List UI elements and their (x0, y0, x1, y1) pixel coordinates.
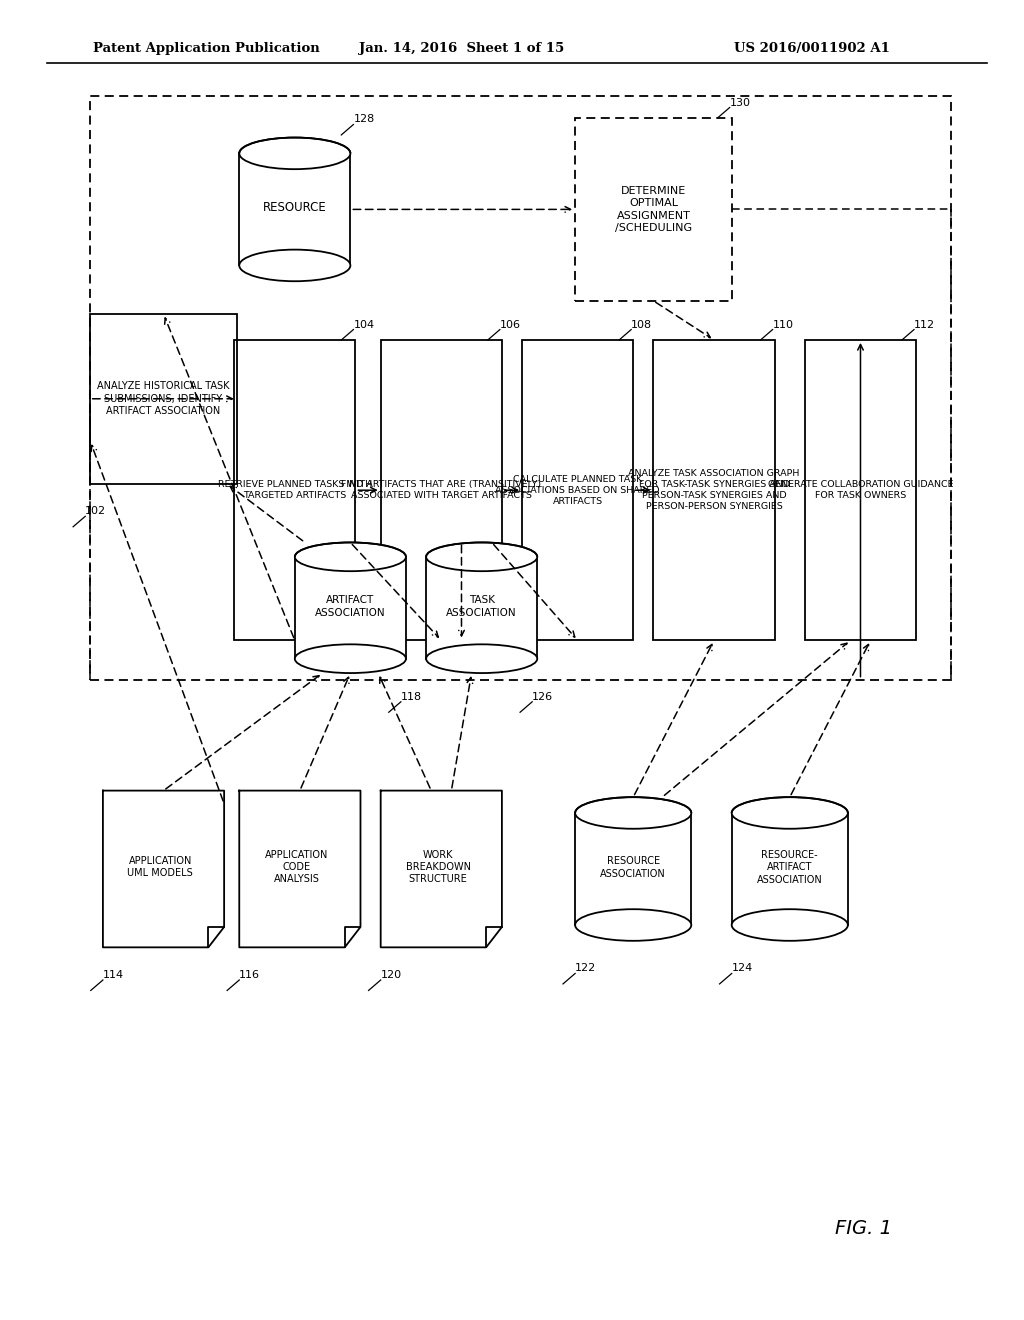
Ellipse shape (295, 543, 406, 572)
Bar (653, 341, 774, 640)
Bar (732, 813, 848, 925)
Ellipse shape (426, 543, 538, 572)
Text: RESOURCE-
ARTIFACT
ASSOCIATION: RESOURCE- ARTIFACT ASSOCIATION (757, 850, 822, 884)
Bar (575, 117, 732, 301)
Text: RESOURCE
ASSOCIATION: RESOURCE ASSOCIATION (600, 857, 666, 879)
Text: 114: 114 (102, 970, 124, 979)
Polygon shape (381, 791, 502, 948)
Bar (90, 96, 951, 680)
Text: 106: 106 (500, 319, 521, 330)
Polygon shape (240, 791, 360, 948)
Bar (381, 341, 502, 640)
Text: 126: 126 (532, 692, 553, 702)
Ellipse shape (575, 909, 691, 941)
Text: 122: 122 (575, 964, 596, 973)
Text: 116: 116 (240, 970, 260, 979)
Text: WORK
BREAKDOWN
STRUCTURE: WORK BREAKDOWN STRUCTURE (406, 850, 471, 884)
Bar (575, 813, 691, 925)
Polygon shape (102, 791, 224, 948)
Text: DETERMINE
OPTIMAL
ASSIGNMENT
/SCHEDULING: DETERMINE OPTIMAL ASSIGNMENT /SCHEDULING (614, 186, 692, 234)
Bar (90, 314, 237, 483)
Text: 118: 118 (400, 692, 422, 702)
Text: US 2016/0011902 A1: US 2016/0011902 A1 (734, 42, 890, 55)
Text: 128: 128 (353, 115, 375, 124)
Text: RETRIEVE PLANNED TASKS WITH
TARGETED ARTIFACTS: RETRIEVE PLANNED TASKS WITH TARGETED ART… (218, 480, 372, 500)
Bar (295, 557, 406, 659)
Bar (234, 341, 355, 640)
Bar (805, 341, 916, 640)
Text: 120: 120 (381, 970, 401, 979)
Text: Patent Application Publication: Patent Application Publication (93, 42, 319, 55)
Text: FIG. 1: FIG. 1 (836, 1218, 892, 1238)
Text: CALCULATE PLANNED TASK
ASSOCIATIONS BASED ON SHARED
ARTIFACTS: CALCULATE PLANNED TASK ASSOCIATIONS BASE… (496, 475, 659, 506)
Text: APPLICATION
UML MODELS: APPLICATION UML MODELS (127, 855, 194, 878)
Ellipse shape (732, 797, 848, 829)
Ellipse shape (295, 644, 406, 673)
Ellipse shape (240, 249, 350, 281)
Ellipse shape (732, 909, 848, 941)
Text: 124: 124 (732, 964, 753, 973)
Text: TASK
ASSOCIATION: TASK ASSOCIATION (446, 595, 517, 618)
Bar (240, 153, 350, 265)
Text: 104: 104 (353, 319, 375, 330)
Text: 112: 112 (914, 319, 935, 330)
Ellipse shape (240, 137, 350, 169)
Bar (426, 557, 538, 659)
Text: 102: 102 (85, 507, 106, 516)
Text: GENERATE COLLABORATION GUIDANCE
FOR TASK OWNERS: GENERATE COLLABORATION GUIDANCE FOR TASK… (768, 480, 953, 500)
Text: 110: 110 (773, 319, 794, 330)
Text: ARTIFACT
ASSOCIATION: ARTIFACT ASSOCIATION (315, 595, 386, 618)
Text: 108: 108 (631, 319, 652, 330)
Text: FIND ARTIFACTS THAT ARE (TRANSITIVELY)
ASSOCIATED WITH TARGET ARTIFACTS: FIND ARTIFACTS THAT ARE (TRANSITIVELY) A… (341, 480, 542, 500)
Ellipse shape (426, 644, 538, 673)
Text: ANALYZE HISTORICAL TASK
SUBMISSIONS, IDENTIFY
ARTIFACT ASSOCIATION: ANALYZE HISTORICAL TASK SUBMISSIONS, IDE… (97, 381, 229, 416)
Text: RESOURCE: RESOURCE (263, 202, 327, 214)
Bar (522, 341, 633, 640)
Ellipse shape (575, 797, 691, 829)
Text: 130: 130 (730, 98, 751, 107)
Text: ANALYZE TASK ASSOCIATION GRAPH
FOR TASK-TASK SYNERGIES AND
PERSON-TASK SYNERGIES: ANALYZE TASK ASSOCIATION GRAPH FOR TASK-… (629, 469, 800, 511)
Text: Jan. 14, 2016  Sheet 1 of 15: Jan. 14, 2016 Sheet 1 of 15 (358, 42, 564, 55)
Text: APPLICATION
CODE
ANALYSIS: APPLICATION CODE ANALYSIS (265, 850, 329, 884)
